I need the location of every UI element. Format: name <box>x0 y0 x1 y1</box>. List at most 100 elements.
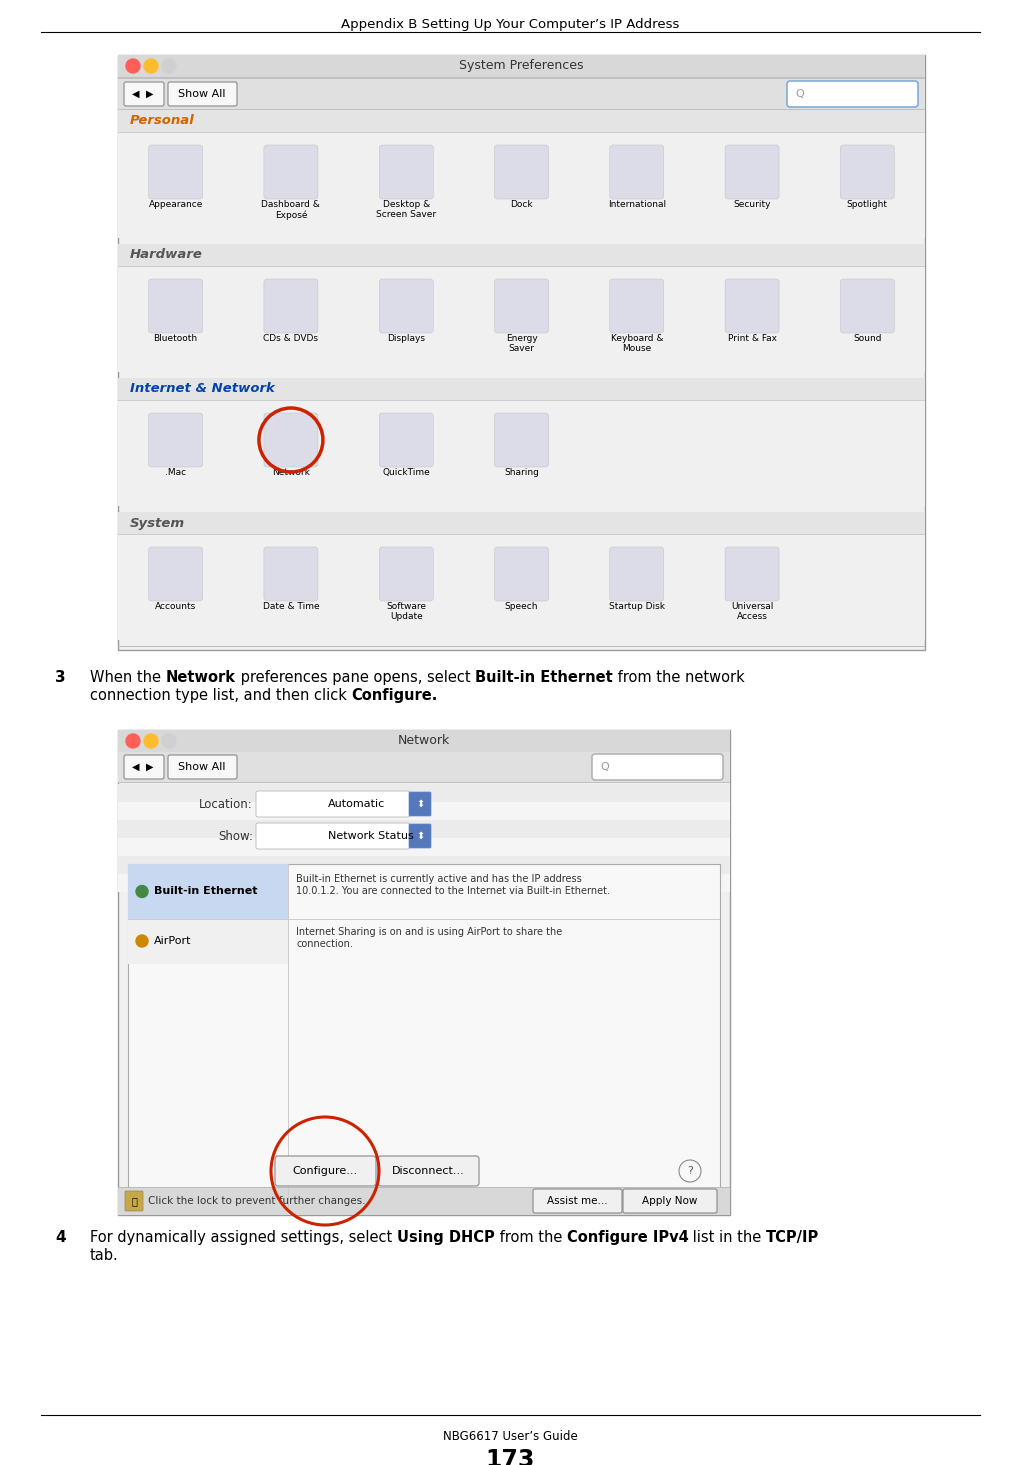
FancyBboxPatch shape <box>264 546 318 601</box>
FancyBboxPatch shape <box>168 754 237 779</box>
Text: QuickTime: QuickTime <box>382 467 430 478</box>
Text: Internet Sharing is on and is using AirPort to share the
connection.: Internet Sharing is on and is using AirP… <box>296 927 563 949</box>
FancyBboxPatch shape <box>124 754 164 779</box>
FancyBboxPatch shape <box>149 145 202 199</box>
Text: Dock: Dock <box>510 201 533 209</box>
Bar <box>118 110 925 132</box>
Text: AirPort: AirPort <box>154 936 192 946</box>
Bar <box>118 378 925 400</box>
FancyBboxPatch shape <box>592 754 723 779</box>
Text: Built-in Ethernet is currently active and has the IP address
10.0.1.2. You are c: Built-in Ethernet is currently active an… <box>296 875 610 895</box>
FancyBboxPatch shape <box>149 278 202 333</box>
Bar <box>118 56 925 650</box>
FancyBboxPatch shape <box>840 278 894 333</box>
Text: list in the: list in the <box>688 1231 766 1245</box>
FancyBboxPatch shape <box>378 1156 479 1187</box>
Text: tab.: tab. <box>90 1248 118 1263</box>
Text: Appearance: Appearance <box>148 201 203 209</box>
Text: Dashboard &
Exposé: Dashboard & Exposé <box>261 201 321 220</box>
Text: Security: Security <box>733 201 771 209</box>
FancyBboxPatch shape <box>494 145 548 199</box>
Text: Configure.: Configure. <box>351 689 438 703</box>
FancyBboxPatch shape <box>494 413 548 467</box>
Text: NBG6617 User’s Guide: NBG6617 User’s Guide <box>443 1430 578 1443</box>
FancyBboxPatch shape <box>725 278 779 333</box>
Bar <box>118 838 730 856</box>
Text: preferences pane opens, select: preferences pane opens, select <box>236 670 475 686</box>
Bar <box>118 856 730 875</box>
Text: Q: Q <box>795 89 804 100</box>
FancyBboxPatch shape <box>623 1190 717 1213</box>
Text: Hardware: Hardware <box>130 249 203 261</box>
Text: Apply Now: Apply Now <box>642 1195 697 1206</box>
FancyBboxPatch shape <box>264 145 318 199</box>
FancyBboxPatch shape <box>725 546 779 601</box>
Text: Network: Network <box>398 734 450 747</box>
FancyBboxPatch shape <box>409 793 431 816</box>
Bar <box>118 133 925 237</box>
Text: Appendix B Setting Up Your Computer’s IP Address: Appendix B Setting Up Your Computer’s IP… <box>341 18 680 31</box>
Text: Software
Update: Software Update <box>386 602 426 621</box>
Text: System Preferences: System Preferences <box>459 60 584 72</box>
Text: Click the lock to prevent further changes.: Click the lock to prevent further change… <box>148 1195 366 1206</box>
FancyBboxPatch shape <box>275 1156 376 1187</box>
FancyBboxPatch shape <box>264 278 318 333</box>
Text: ▶: ▶ <box>146 762 154 772</box>
Circle shape <box>144 59 158 73</box>
FancyBboxPatch shape <box>149 413 202 467</box>
FancyBboxPatch shape <box>610 278 664 333</box>
Bar <box>118 535 925 640</box>
Text: Q: Q <box>600 762 609 772</box>
Text: Assist me...: Assist me... <box>546 1195 607 1206</box>
Text: Accounts: Accounts <box>155 602 196 611</box>
Text: When the: When the <box>90 670 165 686</box>
Bar <box>118 511 925 535</box>
Text: Location:: Location: <box>199 797 253 810</box>
Text: Desktop &
Screen Saver: Desktop & Screen Saver <box>376 201 436 220</box>
Text: ⬍: ⬍ <box>416 831 424 841</box>
Text: ▶: ▶ <box>146 89 154 100</box>
FancyBboxPatch shape <box>124 82 164 105</box>
Bar <box>128 864 288 919</box>
Text: Show All: Show All <box>179 89 226 100</box>
Bar <box>118 267 925 372</box>
Text: ◀: ◀ <box>133 762 140 772</box>
Text: Sharing: Sharing <box>504 467 539 478</box>
Text: Automatic: Automatic <box>328 798 385 809</box>
FancyBboxPatch shape <box>264 413 318 467</box>
Text: Using DHCP: Using DHCP <box>397 1231 494 1245</box>
FancyBboxPatch shape <box>610 546 664 601</box>
Text: Energy
Saver: Energy Saver <box>505 334 537 353</box>
Bar <box>118 1187 730 1214</box>
Bar <box>118 730 730 752</box>
Bar <box>118 801 730 820</box>
Text: Displays: Displays <box>387 334 425 343</box>
FancyBboxPatch shape <box>125 1191 143 1212</box>
Bar <box>118 730 730 1214</box>
FancyBboxPatch shape <box>256 823 410 850</box>
FancyBboxPatch shape <box>256 791 410 817</box>
FancyBboxPatch shape <box>725 145 779 199</box>
Text: Date & Time: Date & Time <box>262 602 320 611</box>
Text: Configure...: Configure... <box>292 1166 357 1176</box>
Bar <box>118 875 730 892</box>
FancyBboxPatch shape <box>787 81 918 107</box>
Bar <box>118 245 925 267</box>
Circle shape <box>162 59 176 73</box>
Bar <box>118 56 925 78</box>
Text: from the: from the <box>494 1231 567 1245</box>
Bar <box>118 784 730 801</box>
Text: Universal
Access: Universal Access <box>731 602 773 621</box>
Bar <box>118 752 730 782</box>
FancyBboxPatch shape <box>379 278 433 333</box>
Text: Built-in Ethernet: Built-in Ethernet <box>154 886 257 897</box>
Bar <box>118 79 925 108</box>
Text: Spotlight: Spotlight <box>846 201 888 209</box>
Text: ◀: ◀ <box>133 89 140 100</box>
Text: System: System <box>130 517 185 529</box>
Text: Print & Fax: Print & Fax <box>728 334 777 343</box>
Text: .Mac: .Mac <box>165 467 186 478</box>
Text: Built-in Ethernet: Built-in Ethernet <box>475 670 613 686</box>
FancyBboxPatch shape <box>379 145 433 199</box>
Text: Show:: Show: <box>218 829 253 842</box>
